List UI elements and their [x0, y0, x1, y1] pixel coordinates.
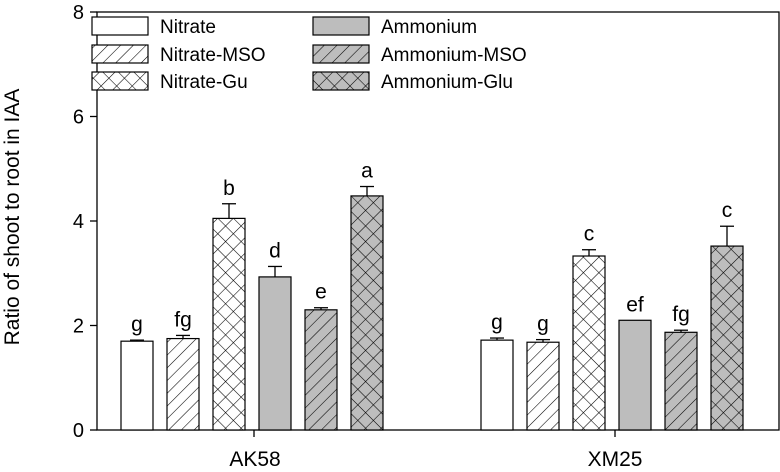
bar-hatch — [665, 332, 697, 430]
legend-label: Ammonium-Glu — [381, 72, 513, 93]
bar-hatch — [213, 218, 245, 430]
bar-hatch — [527, 342, 559, 430]
legend-swatch-outline — [91, 44, 149, 64]
bar — [121, 341, 153, 430]
significance-letter: fg — [174, 308, 192, 331]
y-axis: 0 2 4 6 8 — [73, 2, 97, 442]
legend-swatch-hatch — [313, 45, 369, 63]
legend-swatch-hatch — [313, 72, 369, 90]
legend-swatch — [92, 17, 148, 35]
legend-label: Ammonium-MSO — [381, 45, 527, 66]
legend-label: Nitrate-MSO — [160, 45, 266, 66]
significance-letter: ef — [626, 293, 644, 316]
significance-letter: g — [131, 313, 143, 336]
legend-swatch-outline — [312, 16, 370, 36]
bar-outline — [618, 319, 652, 431]
bars: g fg b d e a g g c ef fg c — [120, 160, 744, 431]
y-tick-label: 6 — [73, 107, 84, 129]
y-axis-label: Ratio of shoot to root in IAA — [1, 89, 24, 346]
legend-swatch-outline — [91, 71, 149, 91]
significance-letter: g — [537, 313, 549, 336]
significance-letter: d — [269, 239, 281, 262]
bar — [481, 340, 513, 430]
legend-swatch — [313, 17, 369, 35]
x-axis: AK58 XM25 — [229, 430, 642, 471]
bar-hatch — [305, 309, 337, 430]
y-tick-label: 4 — [73, 211, 84, 233]
significance-letter: g — [491, 311, 503, 334]
bar — [259, 276, 291, 430]
legend-swatch-outline — [312, 44, 370, 64]
legend-label: Nitrate — [160, 17, 216, 38]
y-tick-label: 8 — [73, 2, 84, 24]
legend: Nitrate Nitrate-MSO Nitrate-Gu Ammonium Ammo… — [91, 16, 527, 93]
significance-letter: c — [722, 199, 733, 222]
legend-label: Nitrate-Gu — [160, 72, 248, 93]
bar-hatch — [351, 195, 383, 430]
bar-hatch — [573, 256, 605, 430]
significance-letter: a — [361, 160, 373, 183]
significance-letter: b — [223, 177, 235, 200]
legend-label: Ammonium — [381, 17, 477, 38]
bar-hatch — [711, 246, 743, 430]
y-tick-label: 0 — [73, 420, 84, 442]
bar — [619, 320, 651, 430]
significance-letter: fg — [672, 303, 690, 326]
legend-swatch-hatch — [92, 45, 148, 63]
x-tick-label: AK58 — [229, 448, 280, 471]
legend-swatch-hatch — [92, 72, 148, 90]
bar-hatch — [167, 338, 199, 430]
legend-swatch-outline — [312, 71, 370, 91]
y-tick-label: 2 — [73, 316, 84, 338]
x-tick-label: XM25 — [588, 448, 643, 471]
legend-swatch-outline — [91, 16, 149, 36]
significance-letter: c — [584, 223, 595, 246]
significance-letter: e — [315, 281, 327, 304]
